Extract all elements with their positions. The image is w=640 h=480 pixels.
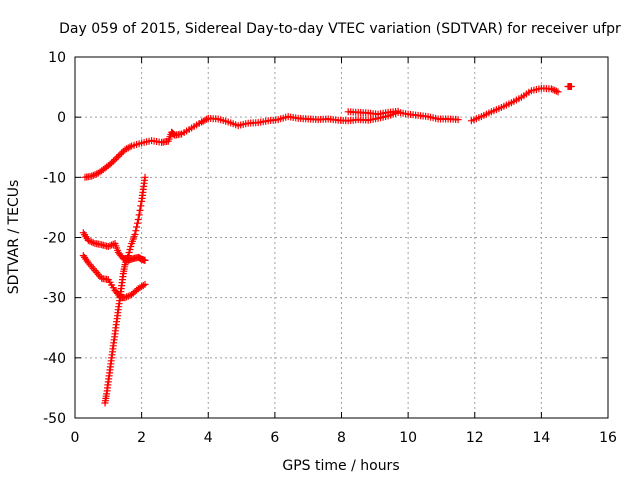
data-point xyxy=(128,291,136,299)
x-tick-label: 16 xyxy=(599,430,617,446)
data-point xyxy=(552,87,560,95)
data-point xyxy=(134,216,142,223)
x-tick-label: 12 xyxy=(466,430,484,446)
data-point xyxy=(108,159,116,167)
data-point xyxy=(124,292,132,300)
y-tick-label: -40 xyxy=(43,351,66,367)
x-axis-label: GPS time / hours xyxy=(282,458,399,474)
plot-frame xyxy=(74,56,609,419)
x-tick-label: 4 xyxy=(204,430,213,446)
data-point xyxy=(134,219,141,227)
y-tick-label: 10 xyxy=(48,50,66,66)
series-trace xyxy=(84,111,459,179)
series-1 xyxy=(344,107,402,118)
data-point xyxy=(84,237,92,244)
data-point xyxy=(547,85,555,93)
data-point xyxy=(124,252,132,260)
data-point xyxy=(108,241,116,249)
data-point xyxy=(88,238,96,246)
data-point xyxy=(169,130,177,138)
y-tick-label: -50 xyxy=(43,411,66,427)
data-point xyxy=(126,246,134,253)
y-axis-label: SDTVAR / TECUs xyxy=(6,180,22,295)
data-point xyxy=(125,249,133,256)
data-point xyxy=(114,152,122,160)
data-point xyxy=(131,231,139,238)
y-tick-label: 0 xyxy=(57,110,66,126)
data-point xyxy=(141,280,149,288)
data-point xyxy=(89,239,97,247)
data-point xyxy=(86,237,94,245)
data-point xyxy=(554,88,562,96)
data-point xyxy=(126,143,134,151)
data-point xyxy=(113,154,121,162)
grid xyxy=(75,57,608,418)
y-tick-label: -20 xyxy=(43,231,66,247)
data-point xyxy=(551,86,559,94)
y-tick-label: -10 xyxy=(43,170,66,186)
data-point xyxy=(131,288,139,296)
x-tick-label: 0 xyxy=(71,430,80,446)
chart-title: Day 059 of 2015, Sidereal Day-to-day VTE… xyxy=(59,21,621,37)
y-tick-label: -30 xyxy=(43,291,66,307)
data-point xyxy=(123,293,131,301)
series-0 xyxy=(81,108,462,181)
data-point xyxy=(116,151,124,159)
series-3 xyxy=(564,83,575,90)
x-tick-label: 6 xyxy=(270,430,279,446)
x-tick-label: 2 xyxy=(137,430,146,446)
data-point xyxy=(89,171,97,179)
tick-labels: 0 2 4 6 8 10 12 14 16 10 0 -10 -20 -30 -40 -50 xyxy=(43,50,617,446)
data-point xyxy=(127,243,135,250)
data-point xyxy=(137,202,145,210)
data-point xyxy=(106,160,114,168)
data-point xyxy=(549,86,557,94)
series-2 xyxy=(467,84,562,125)
data-point xyxy=(129,289,137,297)
data-point xyxy=(141,256,149,264)
data-point xyxy=(203,115,211,123)
data-point xyxy=(567,83,575,90)
data-point xyxy=(139,282,147,289)
series-6 xyxy=(101,173,149,407)
data-point xyxy=(133,223,141,231)
x-tick-label: 10 xyxy=(399,430,417,446)
data-point xyxy=(104,243,112,250)
data-series xyxy=(79,83,575,407)
data-point xyxy=(135,211,143,219)
data-point xyxy=(91,171,99,179)
data-point xyxy=(88,172,96,180)
x-tick-label: 14 xyxy=(532,430,550,446)
data-point xyxy=(111,156,119,164)
data-point xyxy=(109,157,117,165)
data-point xyxy=(394,107,402,115)
data-point xyxy=(136,206,144,214)
data-point xyxy=(118,149,126,157)
data-point xyxy=(454,116,462,124)
x-tick-label: 8 xyxy=(337,430,346,446)
data-point xyxy=(132,227,140,235)
series-5 xyxy=(79,252,149,302)
data-point xyxy=(141,173,149,181)
